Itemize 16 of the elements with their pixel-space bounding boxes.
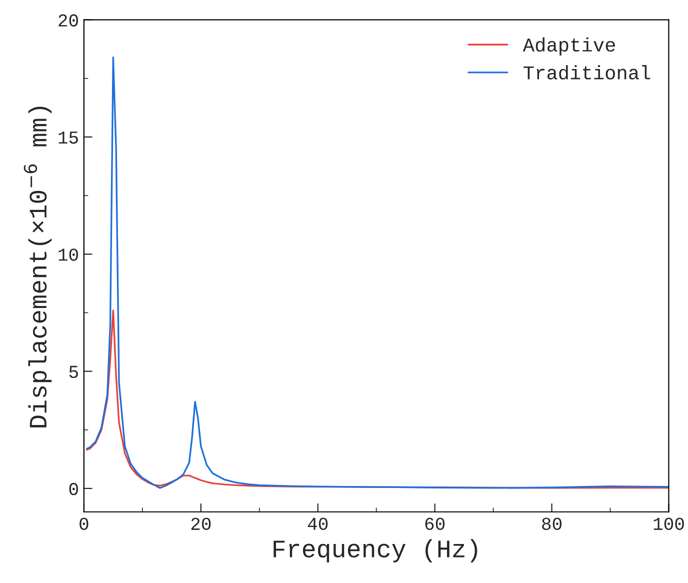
x-tick-label: 40 (308, 518, 328, 530)
x-axis-title: Frequency (Hz) (274, 539, 478, 562)
x-tick-label: 20 (191, 518, 211, 530)
x-tick-label: 0 (80, 518, 88, 530)
y-tick-label: 0 (69, 482, 78, 496)
legend-label: Adaptive (522, 37, 615, 56)
y-tick-label: 10 (58, 248, 78, 261)
y-tick-label: 5 (69, 366, 78, 378)
y-tick-label: 20 (58, 14, 78, 27)
x-tick-label: 60 (425, 518, 445, 530)
legend-label: Traditional (524, 65, 650, 80)
x-tick-label: 100 (654, 518, 684, 530)
y-tick-label: 15 (58, 132, 78, 144)
x-tick-label: 80 (542, 518, 562, 530)
line-series (86, 56, 669, 489)
y-axis-title: Displacement(×10$^{−6}$ mm) (24, 106, 52, 428)
